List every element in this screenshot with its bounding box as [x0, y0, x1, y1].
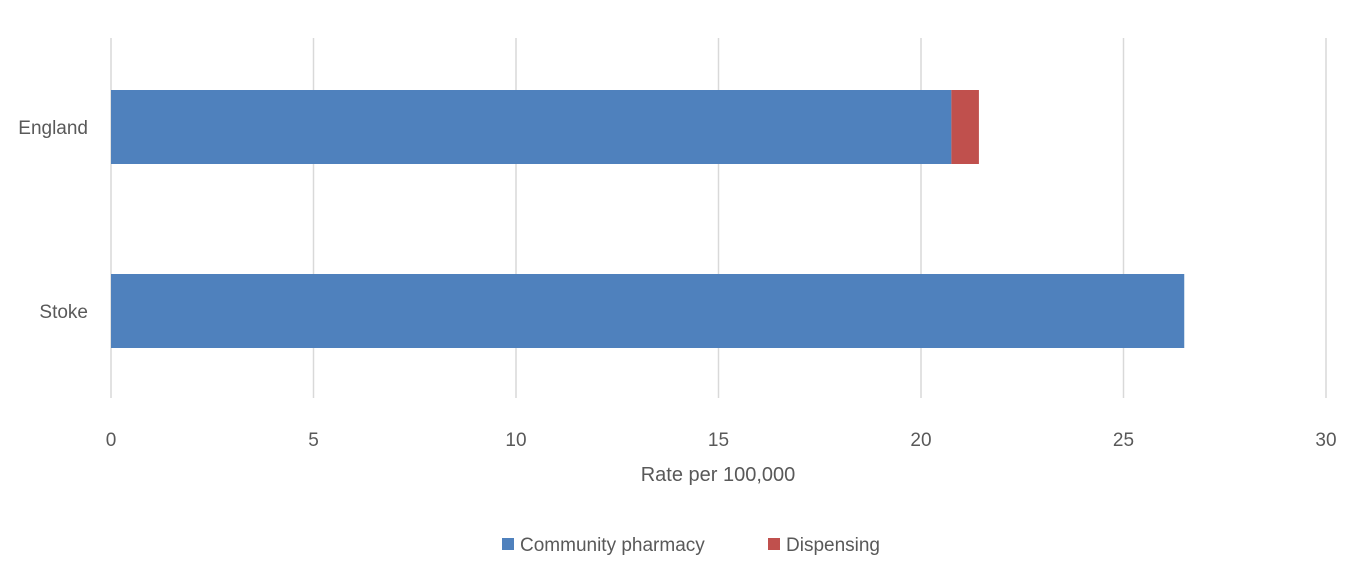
x-tick-label: 25: [1113, 430, 1134, 451]
x-axis-title: Rate per 100,000: [641, 464, 796, 486]
y-tick-label: England: [18, 118, 88, 139]
x-tick-label: 10: [505, 430, 526, 451]
legend-swatch-dispensing: [768, 538, 780, 550]
legend-swatch-community-pharmacy: [502, 538, 514, 550]
x-tick-label: 30: [1315, 430, 1336, 451]
x-tick-label: 15: [708, 430, 729, 451]
bar-england-community-pharmacy: [111, 90, 952, 164]
bar-stoke-community-pharmacy: [111, 274, 1185, 348]
y-tick-labels: England Stoke: [18, 118, 88, 323]
y-tick-label: Stoke: [39, 302, 88, 323]
x-tick-label: 5: [308, 430, 319, 451]
legend-label-community-pharmacy: Community pharmacy: [520, 535, 705, 556]
x-tick-label: 0: [106, 430, 117, 451]
bar-england-dispensing: [951, 90, 979, 164]
legend-label-dispensing: Dispensing: [786, 535, 880, 556]
x-tick-label: 20: [910, 430, 931, 451]
legend: Community pharmacy Dispensing: [502, 535, 880, 556]
bars: [111, 90, 1185, 348]
x-tick-labels: 0 5 10 15 20 25 30: [106, 430, 1337, 451]
